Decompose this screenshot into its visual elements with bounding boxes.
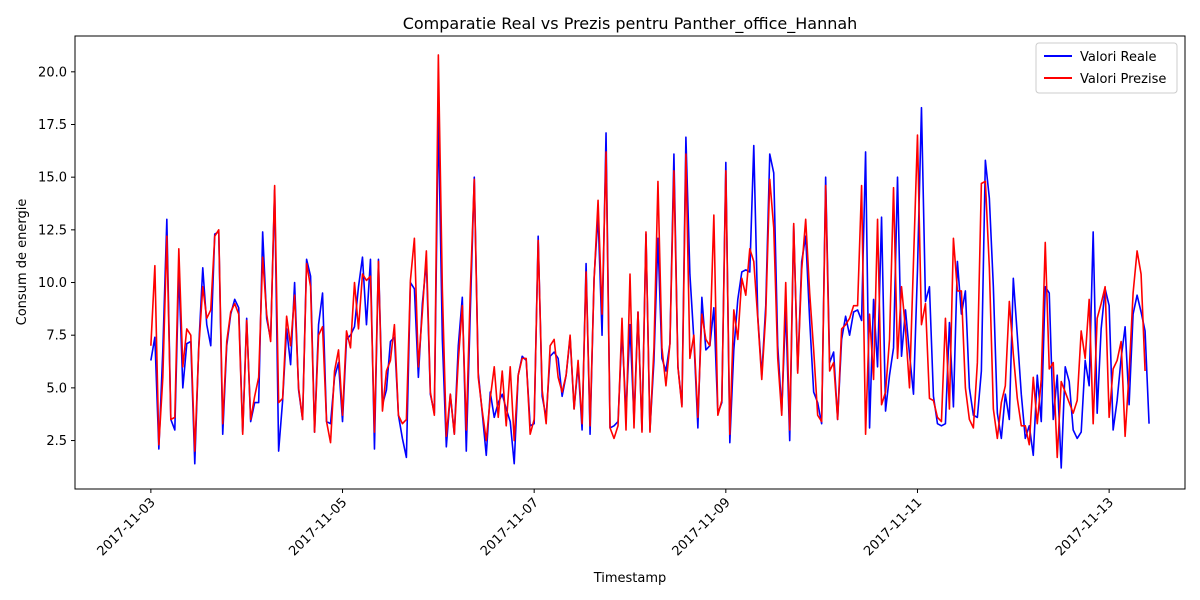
- x-axis-title: Timestamp: [593, 571, 667, 586]
- y-tick-label: 2.5: [46, 434, 67, 449]
- plot-frame: [74, 35, 1186, 490]
- y-tick-label: 20.0: [38, 65, 67, 80]
- y-axis-title: Consum de energie: [15, 199, 30, 326]
- y-tick-label: 5.0: [46, 381, 67, 396]
- legend-label-real: Valori Reale: [1080, 50, 1157, 65]
- legend-label-predicted: Valori Prezise: [1080, 72, 1166, 87]
- y-tick-label: 10.0: [38, 276, 67, 291]
- series-line-1: [150, 54, 1146, 459]
- y-tick-label: 15.0: [38, 171, 67, 186]
- y-tick-label: 12.5: [38, 223, 67, 238]
- y-tick-label: 17.5: [38, 118, 67, 133]
- legend: Valori Reale Valori Prezise: [1035, 42, 1178, 94]
- y-tick-label: 7.5: [46, 329, 67, 344]
- plot-lines: [150, 54, 1150, 469]
- chart-title: Comparatie Real vs Prezis pentru Panther…: [403, 14, 858, 34]
- y-axis: 2.5 5.0 7.5 10.0 12.5 15.0 17.5 20.0: [38, 65, 75, 449]
